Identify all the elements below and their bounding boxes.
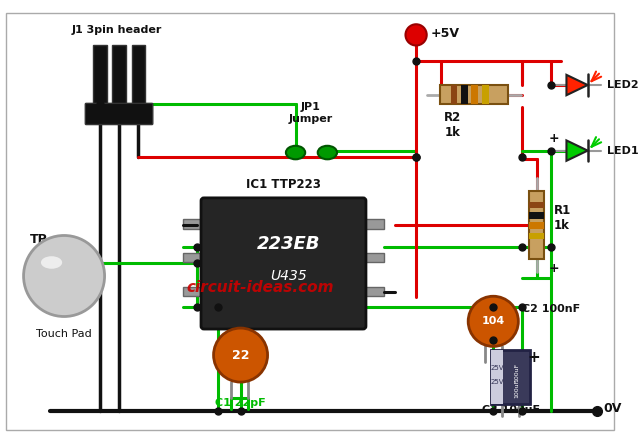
Text: C2 100nF: C2 100nF	[522, 304, 580, 314]
Text: LED2: LED2	[607, 80, 638, 90]
Bar	[529, 212, 544, 219]
Text: R1
1k: R1 1k	[554, 204, 571, 232]
Text: +: +	[528, 350, 540, 365]
Text: 22: 22	[232, 349, 249, 361]
Text: C1 22pF: C1 22pF	[215, 397, 266, 408]
Bar	[363, 287, 384, 296]
Text: R2
1k: R2 1k	[444, 111, 462, 139]
Text: JP1
Jumper: JP1 Jumper	[289, 102, 333, 124]
Bar	[471, 85, 478, 104]
Text: TP: TP	[30, 233, 48, 246]
Polygon shape	[567, 75, 588, 95]
Bar	[363, 253, 384, 263]
Text: +: +	[549, 132, 560, 144]
Text: 100uF: 100uF	[514, 379, 519, 398]
Polygon shape	[567, 140, 588, 161]
Text: IC1 TTP223: IC1 TTP223	[246, 178, 321, 191]
Text: 0V: 0V	[603, 402, 622, 415]
Text: 104: 104	[481, 316, 505, 326]
Bar	[492, 350, 503, 404]
Text: U435: U435	[270, 269, 306, 283]
Bar	[131, 45, 145, 114]
Text: +5V: +5V	[431, 27, 460, 40]
Circle shape	[406, 24, 427, 46]
Bar	[529, 191, 544, 259]
Bar	[529, 202, 544, 208]
Bar	[529, 222, 544, 229]
Bar	[363, 219, 384, 229]
Circle shape	[213, 328, 267, 382]
Bar	[183, 219, 204, 229]
Ellipse shape	[318, 146, 337, 159]
Text: C3 100uF: C3 100uF	[481, 405, 540, 415]
Text: circuit-ideas.com: circuit-ideas.com	[186, 280, 333, 295]
Text: +: +	[549, 262, 560, 275]
FancyBboxPatch shape	[85, 103, 153, 124]
Text: 223EB: 223EB	[256, 235, 320, 253]
Bar	[93, 45, 106, 114]
Text: 25V: 25V	[490, 365, 504, 371]
Bar	[451, 85, 457, 104]
Bar	[492, 350, 530, 404]
Ellipse shape	[286, 146, 305, 159]
Bar	[183, 253, 204, 263]
Bar	[183, 287, 204, 296]
Text: LED1: LED1	[607, 146, 638, 155]
Text: 100uF: 100uF	[514, 363, 519, 382]
Circle shape	[468, 296, 519, 346]
Text: Touch Pad: Touch Pad	[36, 329, 92, 339]
FancyBboxPatch shape	[201, 198, 366, 329]
Bar	[461, 85, 468, 104]
Text: 25V: 25V	[490, 379, 504, 385]
Ellipse shape	[41, 256, 62, 269]
Circle shape	[24, 236, 104, 316]
Bar	[482, 85, 488, 104]
Text: J1 3pin header: J1 3pin header	[72, 25, 162, 35]
Bar	[529, 233, 544, 239]
Bar	[112, 45, 126, 114]
Bar	[440, 85, 508, 104]
